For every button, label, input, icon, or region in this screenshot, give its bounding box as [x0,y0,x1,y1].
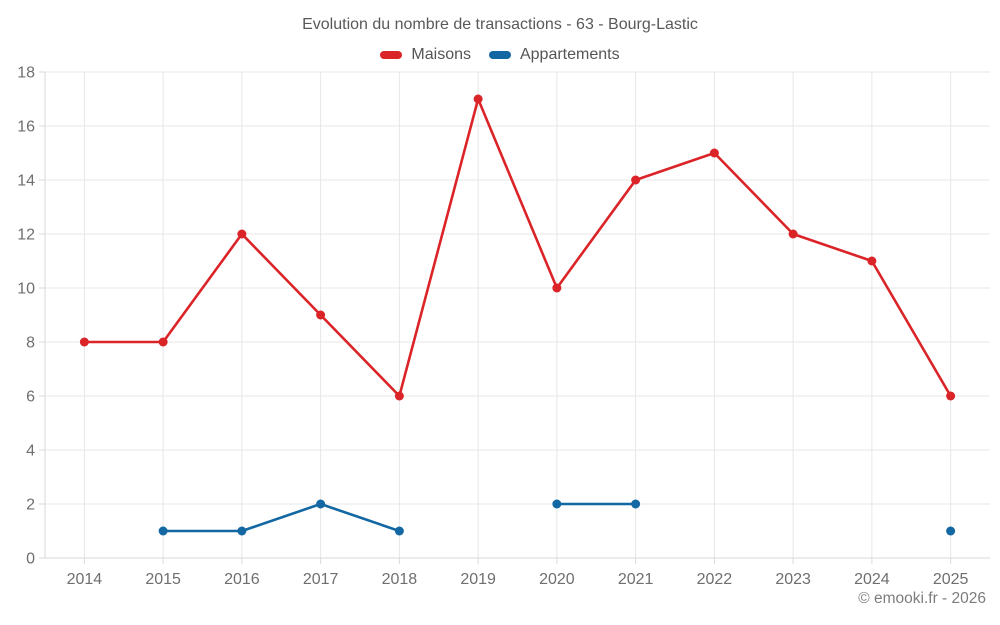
chart-legend: Maisons Appartements [0,46,1000,64]
point-maisons-2019[interactable] [473,94,483,104]
point-maisons-2021[interactable] [631,175,641,185]
x-tick-label: 2024 [854,571,890,588]
legend-label-maisons: Maisons [411,46,471,63]
series-line-appartements [161,502,401,533]
point-maisons-2020[interactable] [552,283,562,293]
y-tick-label: 6 [26,389,35,406]
point-maisons-2014[interactable] [79,337,89,347]
x-tick-label: 2025 [933,571,969,588]
point-appartements-2020[interactable] [552,499,562,509]
legend-item-maisons[interactable]: Maisons [380,46,471,64]
point-maisons-2015[interactable] [158,337,168,347]
point-appartements-2021[interactable] [631,499,641,509]
point-maisons-2016[interactable] [237,229,247,239]
point-appartements-2025[interactable] [946,526,956,536]
point-maisons-2024[interactable] [867,256,877,266]
y-tick-label: 18 [17,65,35,82]
chart-title: Evolution du nombre de transactions - 63… [302,16,698,33]
point-maisons-2025[interactable] [946,391,956,401]
point-maisons-2018[interactable] [394,391,404,401]
y-tick-label: 16 [17,119,35,136]
x-tick-label: 2022 [697,571,733,588]
maisons-swatch-icon [380,51,403,59]
y-tick-label: 4 [26,443,35,460]
x-tick-label: 2017 [303,571,339,588]
legend-label-appartements: Appartements [519,46,620,63]
x-tick-label: 2021 [618,571,654,588]
point-appartements-2017[interactable] [316,499,326,509]
y-tick-label: 2 [26,497,35,514]
appartements-swatch-icon [488,51,511,59]
legend-item-appartements[interactable]: Appartements [488,46,620,64]
x-tick-label: 2015 [145,571,181,588]
point-maisons-2022[interactable] [709,148,719,158]
x-tick-label: 2019 [460,571,496,588]
point-appartements-2018[interactable] [394,526,404,536]
x-tick-label: 2018 [382,571,418,588]
x-tick-label: 2020 [539,571,575,588]
y-tick-label: 10 [17,281,35,298]
point-appartements-2015[interactable] [158,526,168,536]
y-tick-label: 0 [26,551,35,568]
y-tick-label: 8 [26,335,35,352]
x-tick-label: 2023 [775,571,811,588]
y-tick-label: 14 [17,173,35,190]
point-appartements-2016[interactable] [237,526,247,536]
point-maisons-2023[interactable] [788,229,798,239]
series-line-maisons [83,97,952,398]
point-maisons-2017[interactable] [316,310,326,320]
y-tick-label: 12 [17,227,35,244]
x-tick-label: 2014 [67,571,103,588]
x-tick-label: 2016 [224,571,260,588]
copyright-text: © emooki.fr - 2026 [858,590,986,607]
